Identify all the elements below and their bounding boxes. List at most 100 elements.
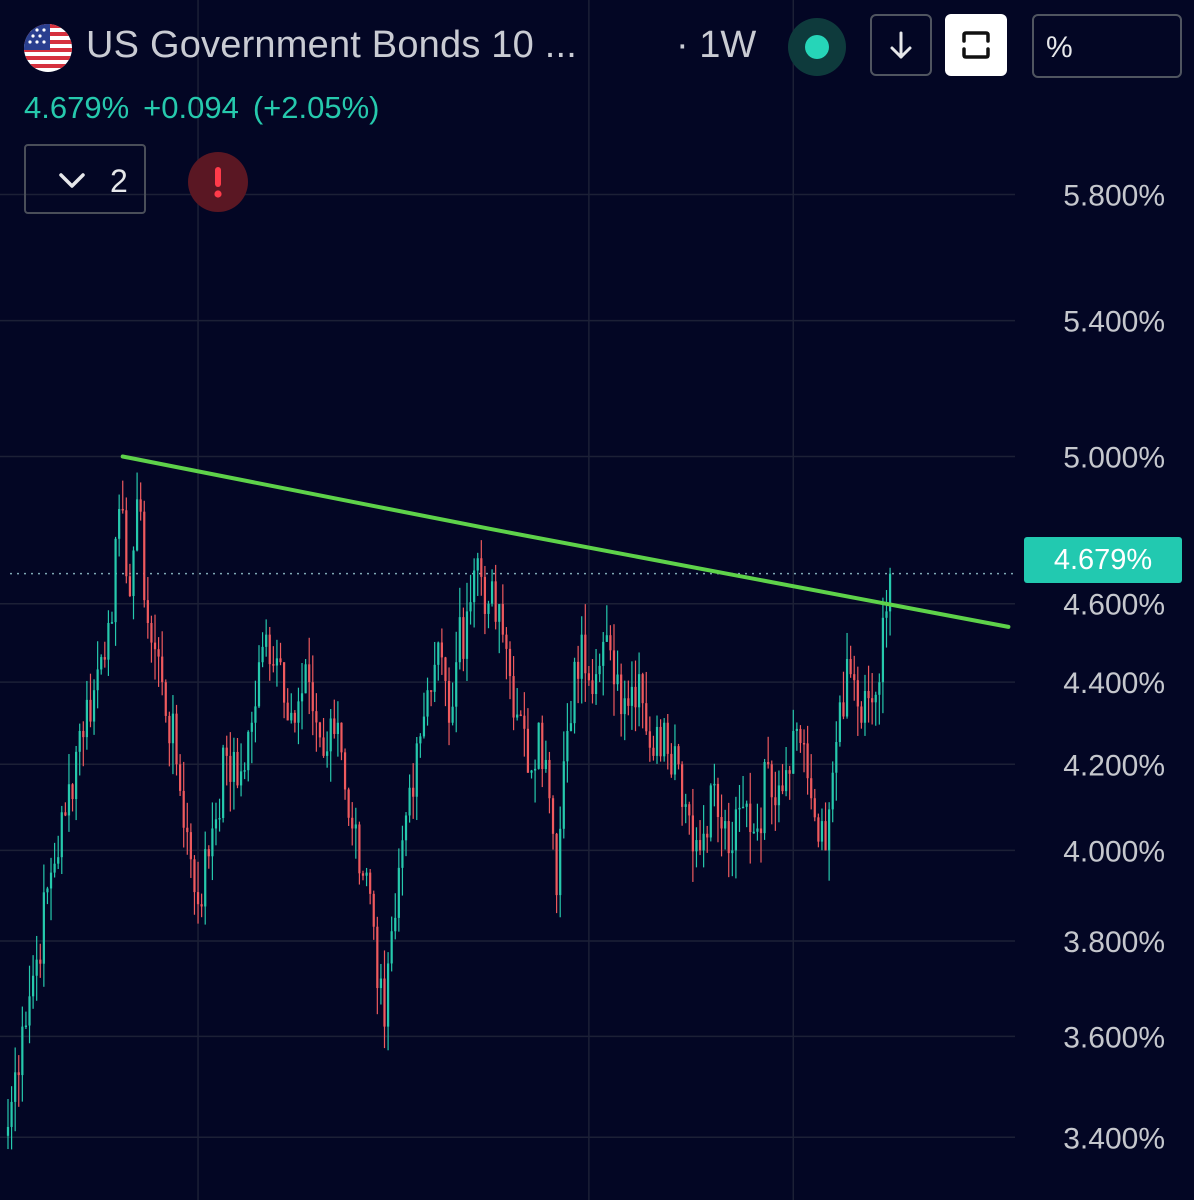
candle-body xyxy=(774,797,777,806)
candle-body xyxy=(501,604,504,635)
candle-body xyxy=(250,722,253,732)
candle-body xyxy=(559,828,562,896)
candle-body xyxy=(28,996,31,1026)
candle-body xyxy=(168,715,171,744)
candle-body xyxy=(75,751,78,800)
candle-body xyxy=(132,550,135,597)
candle-body xyxy=(580,634,583,679)
indicators-collapse-button[interactable]: 2 xyxy=(24,144,146,214)
candle-body xyxy=(799,728,802,743)
candle-body xyxy=(315,711,318,723)
candle-body xyxy=(824,821,827,851)
candle-body xyxy=(419,736,422,744)
candle-body xyxy=(620,674,623,715)
candle-body xyxy=(483,576,487,614)
last-price: 4.679% xyxy=(24,90,130,125)
candle-body xyxy=(874,694,877,703)
candle-body xyxy=(351,817,354,829)
candle-body xyxy=(508,648,512,677)
candle-body xyxy=(311,682,314,712)
candle-body xyxy=(817,817,820,842)
chevron-down-icon xyxy=(59,173,85,188)
candle-body xyxy=(465,611,469,659)
candle-body xyxy=(698,840,702,851)
y-tick-label: 5.400% xyxy=(1063,306,1165,339)
candle-body xyxy=(82,730,85,738)
download-button[interactable] xyxy=(870,14,932,76)
candle-body xyxy=(422,716,426,737)
candle-body xyxy=(204,849,207,907)
candle-body xyxy=(6,1126,10,1136)
candle-body xyxy=(752,831,755,834)
candle-body xyxy=(186,827,189,833)
candle-body xyxy=(394,917,397,932)
candle-body xyxy=(49,872,53,889)
candle-body xyxy=(218,817,221,820)
candle-body xyxy=(831,772,834,810)
y-tick-label: 3.800% xyxy=(1063,926,1165,959)
candle-body xyxy=(788,770,791,774)
candle-body xyxy=(71,784,74,800)
candle-body xyxy=(702,833,705,851)
candle-body xyxy=(401,840,404,868)
price-axis: 5.800% 5.400% 5.000% 4.600% 4.400% 4.200% 4.00… xyxy=(1063,179,1165,1155)
candle-body xyxy=(777,785,781,806)
candle-body xyxy=(347,789,350,818)
y-tick-label: 4.600% xyxy=(1063,589,1165,622)
candle-body xyxy=(340,722,343,753)
candle-body xyxy=(358,824,361,874)
candle-body xyxy=(648,731,651,748)
candle-body xyxy=(476,558,479,571)
scale-selector[interactable]: % xyxy=(1032,14,1182,78)
candle-body xyxy=(103,657,106,660)
candle-body xyxy=(14,1072,17,1102)
candle-body xyxy=(759,828,763,834)
candle-body xyxy=(121,508,124,511)
candle-body xyxy=(89,699,92,722)
candle-body xyxy=(860,706,863,723)
candle-body xyxy=(118,508,121,539)
candle-body xyxy=(533,768,537,771)
candle-body xyxy=(326,751,329,756)
candle-body xyxy=(802,742,806,745)
candle-body xyxy=(397,867,400,918)
candle-body xyxy=(670,753,673,775)
expand-icon xyxy=(962,31,990,59)
candle-body xyxy=(677,746,680,765)
candle-body xyxy=(447,680,451,723)
candle-body xyxy=(229,755,232,782)
candle-body xyxy=(60,812,63,858)
live-dot-icon xyxy=(788,18,846,76)
candle-body xyxy=(684,804,687,807)
alert-icon[interactable] xyxy=(188,152,248,212)
candle-body xyxy=(523,715,526,729)
candle-body xyxy=(795,728,798,731)
candle-body xyxy=(505,634,508,649)
candle-body xyxy=(551,798,555,834)
symbol-title[interactable]: US Government Bonds 10 ... xyxy=(86,24,577,66)
candle-body xyxy=(214,819,218,829)
candle-body xyxy=(573,661,576,724)
candle-body xyxy=(587,673,590,681)
candle-body xyxy=(257,662,261,707)
resistance-trendline[interactable] xyxy=(120,454,1011,629)
y-tick-label: 4.000% xyxy=(1063,835,1165,868)
interval-label[interactable]: · 1W xyxy=(676,24,757,66)
candle-body xyxy=(444,657,447,681)
candle-body xyxy=(336,722,339,735)
candle-body xyxy=(724,821,727,829)
candle-body xyxy=(498,604,501,622)
candle-body xyxy=(473,570,476,603)
trendline[interactable] xyxy=(120,454,1011,629)
candle-body xyxy=(455,662,458,707)
candle-body xyxy=(146,600,149,623)
fullscreen-button[interactable] xyxy=(945,14,1007,76)
candle-body xyxy=(21,1026,24,1076)
candle-body xyxy=(254,706,257,723)
candle-body xyxy=(125,510,128,577)
candle-body xyxy=(222,747,225,818)
candle-body xyxy=(153,642,157,650)
candle-body xyxy=(365,872,368,876)
